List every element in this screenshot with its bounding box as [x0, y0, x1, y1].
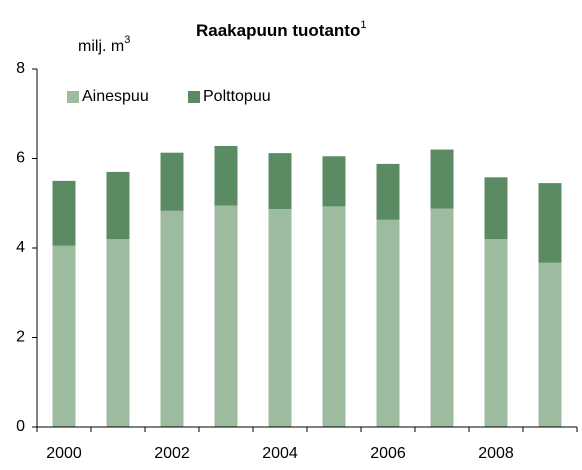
bar-segment	[484, 177, 508, 240]
bar-segment	[322, 206, 346, 427]
x-tick-label: 2004	[262, 445, 298, 462]
bar-segment	[430, 208, 454, 427]
bar-segment	[52, 245, 76, 427]
bar-segment	[160, 210, 184, 427]
bar-segment	[538, 262, 562, 427]
bar-segment	[106, 239, 130, 427]
bar-segment	[322, 156, 346, 207]
title-text: Raakapuun tuotanto	[196, 21, 360, 40]
bar-segment	[376, 219, 400, 427]
legend-swatch	[188, 91, 200, 103]
y-label-superscript: 3	[124, 34, 130, 46]
bar-segment	[214, 205, 238, 427]
bar-segment	[538, 183, 562, 263]
bar-segment	[376, 163, 400, 220]
legend-swatch	[67, 91, 79, 103]
y-label-text: milj. m	[78, 38, 124, 55]
legend-label: Polttopuu	[203, 88, 271, 105]
x-tick-label: 2008	[478, 445, 514, 462]
y-tick-label: 6	[16, 150, 25, 167]
x-tick-label: 2002	[154, 445, 190, 462]
bar-segment	[160, 152, 184, 211]
y-tick-label: 0	[16, 418, 25, 435]
bar-segment	[484, 239, 508, 427]
bar-segment	[106, 171, 130, 240]
bar-segment	[268, 209, 292, 427]
bar-segment	[430, 149, 454, 209]
y-tick-label: 2	[16, 329, 25, 346]
y-axis-label: milj. m3	[78, 34, 130, 55]
legend-label: Ainespuu	[82, 88, 149, 105]
y-tick-label: 8	[16, 60, 25, 77]
x-tick-label: 2000	[46, 445, 82, 462]
y-tick-label: 4	[16, 239, 25, 256]
bar-segment	[214, 145, 238, 206]
bar-segment	[268, 153, 292, 210]
x-tick-label: 2006	[370, 445, 406, 462]
bar-segment	[52, 180, 76, 246]
chart-title: Raakapuun tuotanto1	[196, 19, 366, 41]
title-superscript: 1	[360, 19, 366, 31]
